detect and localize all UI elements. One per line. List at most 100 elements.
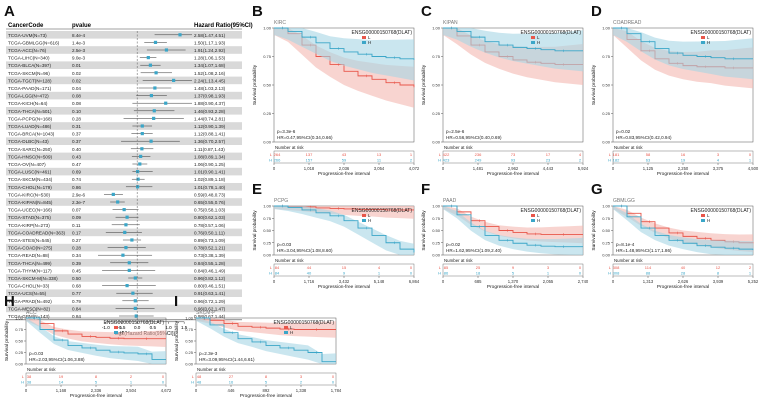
legend-key-L (362, 214, 366, 217)
row-code: TCGA-PAAD(N=171) (8, 86, 52, 91)
y-axis-label: Survival probability (421, 64, 427, 105)
row-hr: 1.12(0.88,1.41) (194, 132, 226, 137)
row-code: TCGA-ACC(N=76) (8, 48, 47, 53)
legend-key-L (531, 214, 535, 217)
legend-label-L: L (707, 213, 710, 218)
y-axis-label: Survival probability (591, 210, 597, 251)
ci-band-L (443, 206, 583, 244)
risk-count: 18 (476, 271, 481, 276)
p-value: p=0.03 (277, 242, 292, 247)
row-hr: 1.88(0.90,4.37) (194, 101, 226, 106)
risk-count: 157 (306, 158, 313, 163)
row-hr: 1.37(0.98,1.93) (194, 94, 226, 99)
risk-count: 0 (332, 374, 335, 379)
hr-point (121, 253, 125, 257)
x-tick-label: 0 (273, 166, 276, 171)
x-tick-label: 0 (273, 279, 276, 284)
risk-count: 1 (749, 158, 752, 163)
risk-count: 17 (546, 152, 551, 157)
risk-count: 9 (343, 271, 346, 276)
row-code: TCGA-KICH(N=64) (8, 101, 48, 106)
x-tick-label: 2,250 (678, 166, 689, 171)
row-pvalue: 0.31 (72, 124, 81, 129)
ci-band-H (274, 206, 414, 255)
legend-key-L (284, 326, 288, 329)
legend-label-L: L (537, 213, 540, 218)
risk-count: 85 (444, 265, 449, 270)
row-code: TCGA-CHOL(N=33) (8, 284, 50, 289)
row-hr: 1.28(1.06,1.53) (194, 56, 226, 61)
hazard-ratio: HR=0.47,95%CI(0.34,0.66) (277, 135, 333, 140)
risk-count: 84 (275, 265, 280, 270)
risk-count: 308 (613, 271, 620, 276)
panel-cancer-title: KIRC (274, 20, 286, 26)
risk-count: 23 (546, 158, 551, 163)
x-tick-label: 3,939 (713, 279, 724, 284)
risk-count: 1 (378, 271, 381, 276)
legend-key-H (701, 219, 705, 222)
row-pvalue: 0.04 (72, 86, 81, 91)
risk-count: 4 (717, 158, 720, 163)
risk-count: 1 (749, 271, 752, 276)
hr-point (139, 154, 143, 158)
row-hr: 0.84(0.46,1.49) (194, 268, 226, 273)
row-hr: 0.76(0.50,1.11) (194, 230, 225, 235)
risk-count: 5 (512, 271, 515, 276)
p-value: p=2.3e-3 (199, 351, 218, 356)
risk-count: 114 (645, 265, 652, 270)
x-tick-label: 0 (195, 388, 198, 393)
risk-count: 44 (307, 265, 312, 270)
x-tick-label: 1,125 (643, 166, 654, 171)
row-hr: 0.65(0.55,0.76) (194, 200, 226, 205)
legend-label-H: H (120, 330, 123, 335)
y-tick-label: 0.75 (602, 54, 611, 59)
panel-label: B (252, 3, 263, 20)
hr-point (131, 291, 135, 295)
x-axis-label: Progression-free interval (70, 393, 122, 399)
hr-point (122, 208, 126, 212)
x-tick-label: 1.5 (181, 325, 188, 330)
y-tick-label: 0.75 (432, 216, 441, 221)
hr-point (148, 63, 152, 67)
risk-count: 27 (229, 374, 234, 379)
panel-cancer-title: KIPAN (443, 20, 458, 26)
row-pvalue: 9.0e-3 (72, 56, 85, 61)
row-pvalue: 0.27 (72, 238, 81, 243)
panel-cancer-title: COADREAD (613, 20, 642, 26)
panel-label: F (421, 181, 430, 198)
risk-count: 249 (475, 158, 482, 163)
row-pvalue: 0.07 (72, 208, 81, 213)
x-tick-label: 3,432 (339, 279, 350, 284)
risk-count: 2 (300, 380, 303, 385)
row-hr: 0.75(0.58,1.03) (194, 208, 226, 213)
legend-key-L (114, 326, 118, 329)
row-code: TCGA-UCS(N=55) (8, 291, 47, 296)
y-tick-label: 0.75 (263, 216, 272, 221)
x-tick-label: 892 (263, 388, 271, 393)
risk-title: Number at risk (275, 258, 304, 263)
survival-curve-L (26, 317, 166, 340)
x-axis-label: Progression-free interval (487, 171, 539, 177)
survival-curve-H (613, 205, 754, 251)
hr-point (140, 124, 144, 128)
p-value: p=0.03 (29, 351, 44, 356)
risk-row-label-H: H (21, 380, 24, 385)
risk-row-label-L: L (439, 265, 442, 270)
ci-band-H (26, 318, 166, 364)
x-tick-label: 0 (442, 166, 445, 171)
row-stripe (6, 107, 242, 115)
x-tick-label: 0 (612, 166, 615, 171)
p-value: p=8.1e-4 (616, 242, 635, 247)
row-hr: 2.24(1.13,4.45) (194, 78, 226, 83)
legend-label-H: H (537, 40, 540, 45)
row-code: TCGA-DLBC(N=43) (8, 139, 49, 144)
y-tick-label: 0.75 (432, 54, 441, 59)
risk-count: 40 (307, 271, 312, 276)
legend-key-H (284, 331, 288, 334)
y-tick-label: 0.75 (15, 327, 24, 332)
ci-band-H (443, 28, 583, 72)
x-tick-label: 1,168 (56, 388, 67, 393)
hr-point (164, 101, 168, 105)
legend-key-H (531, 41, 535, 44)
